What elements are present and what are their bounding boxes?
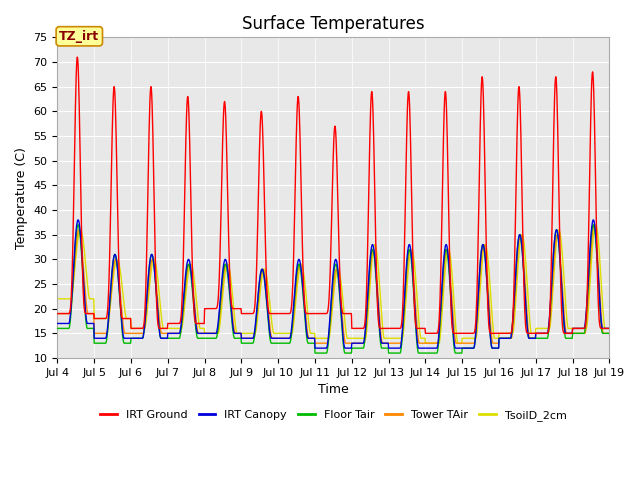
Y-axis label: Temperature (C): Temperature (C): [15, 147, 28, 249]
Text: TZ_irt: TZ_irt: [60, 30, 99, 43]
Title: Surface Temperatures: Surface Temperatures: [242, 15, 425, 33]
Legend: IRT Ground, IRT Canopy, Floor Tair, Tower TAir, TsoilD_2cm: IRT Ground, IRT Canopy, Floor Tair, Towe…: [96, 405, 571, 425]
X-axis label: Time: Time: [318, 383, 349, 396]
